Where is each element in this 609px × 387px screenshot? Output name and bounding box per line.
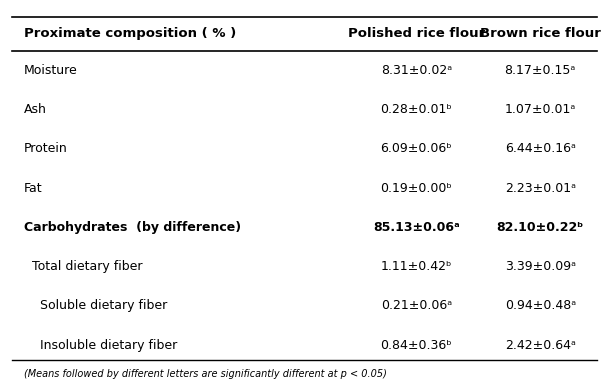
Text: 0.84±0.36ᵇ: 0.84±0.36ᵇ [381,339,452,352]
Text: 0.21±0.06ᵃ: 0.21±0.06ᵃ [381,300,452,312]
Text: Ash: Ash [24,103,47,116]
Text: 8.31±0.02ᵃ: 8.31±0.02ᵃ [381,64,452,77]
Text: 0.19±0.00ᵇ: 0.19±0.00ᵇ [381,182,452,195]
Text: 0.28±0.01ᵇ: 0.28±0.01ᵇ [381,103,452,116]
Text: Protein: Protein [24,142,68,155]
Text: Brown rice flour: Brown rice flour [480,27,600,40]
Text: 0.94±0.48ᵃ: 0.94±0.48ᵃ [505,300,576,312]
Text: 6.09±0.06ᵇ: 6.09±0.06ᵇ [381,142,452,155]
Text: Carbohydrates  (by difference): Carbohydrates (by difference) [24,221,241,234]
Text: Insoluble dietary fiber: Insoluble dietary fiber [24,339,177,352]
Text: 1.07±0.01ᵃ: 1.07±0.01ᵃ [505,103,576,116]
Text: Soluble dietary fiber: Soluble dietary fiber [24,300,167,312]
Text: 2.23±0.01ᵃ: 2.23±0.01ᵃ [505,182,576,195]
Text: 8.17±0.15ᵃ: 8.17±0.15ᵃ [505,64,576,77]
Text: (Means followed by different letters are significantly different at p < 0.05): (Means followed by different letters are… [24,369,387,378]
Text: Moisture: Moisture [24,64,78,77]
Text: 6.44±0.16ᵃ: 6.44±0.16ᵃ [505,142,576,155]
Text: Polished rice flour: Polished rice flour [348,27,485,40]
Text: 3.39±0.09ᵃ: 3.39±0.09ᵃ [505,260,576,273]
Text: Total dietary fiber: Total dietary fiber [24,260,143,273]
Text: 82.10±0.22ᵇ: 82.10±0.22ᵇ [496,221,584,234]
Text: 2.42±0.64ᵃ: 2.42±0.64ᵃ [505,339,576,352]
Text: Fat: Fat [24,182,43,195]
Text: Proximate composition ( % ): Proximate composition ( % ) [24,27,236,40]
Text: 85.13±0.06ᵃ: 85.13±0.06ᵃ [373,221,460,234]
Text: 1.11±0.42ᵇ: 1.11±0.42ᵇ [381,260,452,273]
